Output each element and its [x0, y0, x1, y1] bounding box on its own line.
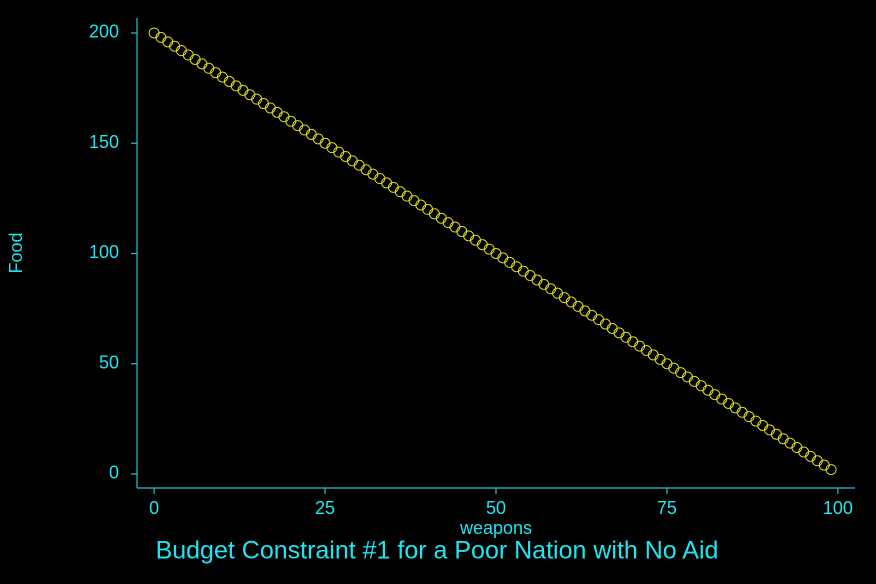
- x-tick-label: 100: [823, 498, 853, 518]
- y-tick-label: 50: [99, 352, 119, 372]
- y-axis-label: Food: [6, 232, 26, 273]
- x-axis-label: weapons: [459, 518, 532, 538]
- y-tick-label: 150: [89, 132, 119, 152]
- x-tick-label: 50: [486, 498, 506, 518]
- x-tick-label: 25: [315, 498, 335, 518]
- x-tick-label: 75: [657, 498, 677, 518]
- y-tick-label: 100: [89, 242, 119, 262]
- chart-title: Budget Constraint #1 for a Poor Nation w…: [156, 537, 719, 565]
- point: [825, 464, 837, 476]
- y-tick-label: 200: [89, 22, 119, 42]
- y-tick-label: 0: [109, 463, 119, 483]
- x-tick-label: 0: [149, 498, 159, 518]
